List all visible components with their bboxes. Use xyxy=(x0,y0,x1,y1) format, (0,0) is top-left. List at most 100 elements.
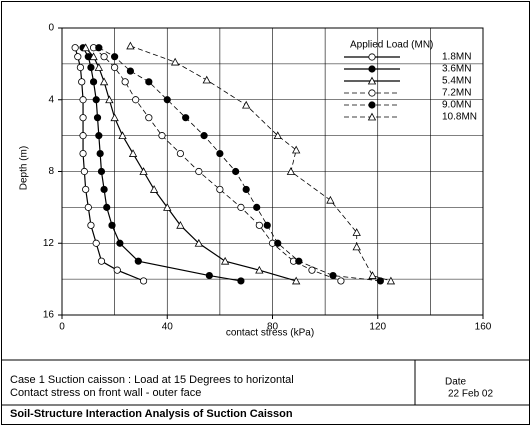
series-line xyxy=(74,47,144,282)
marker xyxy=(116,239,124,247)
marker xyxy=(292,276,301,285)
marker xyxy=(237,203,245,211)
marker xyxy=(368,101,376,109)
marker xyxy=(326,195,335,204)
marker xyxy=(139,277,148,285)
marker xyxy=(253,203,261,211)
marker xyxy=(232,167,240,176)
x-tick-label: 40 xyxy=(162,322,174,333)
caption-line: Contact stress on front wall - outer fac… xyxy=(10,387,201,399)
marker xyxy=(96,149,104,158)
marker xyxy=(97,257,106,265)
marker xyxy=(368,65,376,73)
legend-label: 9.0MN xyxy=(442,100,471,111)
marker xyxy=(92,96,100,104)
x-tick-label: 160 xyxy=(475,322,492,333)
marker xyxy=(242,100,251,109)
marker xyxy=(105,95,114,104)
x-tick-label: 120 xyxy=(369,322,386,333)
marker xyxy=(376,277,384,285)
marker xyxy=(274,239,282,247)
y-tick-label: 8 xyxy=(48,166,54,177)
marker xyxy=(110,113,119,122)
marker xyxy=(182,114,190,122)
marker xyxy=(93,114,102,122)
marker xyxy=(80,167,88,176)
marker xyxy=(368,89,376,97)
marker xyxy=(94,63,104,71)
marker xyxy=(139,167,148,175)
marker xyxy=(170,57,180,66)
marker xyxy=(255,221,263,229)
marker xyxy=(78,78,86,86)
marker xyxy=(95,44,103,52)
marker xyxy=(128,149,138,157)
marker xyxy=(242,185,250,194)
series-line xyxy=(130,45,392,282)
marker xyxy=(81,43,90,52)
legend-label: 7.2MN xyxy=(442,88,471,99)
y-tick-label: 12 xyxy=(43,238,55,249)
marker xyxy=(111,63,119,72)
date-label: Date xyxy=(445,377,467,388)
marker xyxy=(121,78,129,86)
marker xyxy=(237,277,245,285)
marker xyxy=(145,114,153,122)
series-line xyxy=(93,47,342,282)
legend-label: 3.6MN xyxy=(442,64,471,75)
marker xyxy=(111,53,119,61)
marker xyxy=(286,167,296,175)
marker xyxy=(216,185,224,194)
marker xyxy=(195,167,203,176)
marker xyxy=(76,63,85,72)
marker xyxy=(132,96,140,104)
y-tick-label: 4 xyxy=(48,94,54,105)
marker xyxy=(163,96,171,104)
marker xyxy=(99,77,109,86)
marker xyxy=(89,78,98,86)
marker xyxy=(100,53,108,61)
marker xyxy=(216,149,224,158)
marker xyxy=(176,220,185,229)
y-tick-label: 16 xyxy=(43,310,55,321)
legend-label: 5.4MN xyxy=(442,76,471,87)
marker xyxy=(292,145,301,154)
marker xyxy=(202,75,211,84)
marker xyxy=(118,131,127,140)
marker xyxy=(200,132,208,140)
marker xyxy=(92,239,100,247)
marker xyxy=(126,41,135,50)
series-line xyxy=(85,47,297,282)
marker xyxy=(367,112,377,121)
marker xyxy=(329,271,337,280)
y-axis-label: Depth (m) xyxy=(19,146,30,190)
x-axis-label: contact stress (kPa) xyxy=(226,328,314,339)
marker xyxy=(71,44,79,52)
legend-label: 10.8MN xyxy=(442,112,477,123)
marker xyxy=(368,271,377,279)
marker xyxy=(368,53,376,61)
legend-label: 1.8MN xyxy=(442,52,471,63)
marker xyxy=(273,131,282,140)
marker xyxy=(163,203,172,211)
date: 22 Feb 02 xyxy=(448,389,493,400)
marker xyxy=(79,96,87,104)
marker xyxy=(220,256,230,265)
marker xyxy=(97,167,106,176)
marker xyxy=(158,132,166,140)
marker xyxy=(74,53,82,61)
marker xyxy=(113,266,121,274)
marker xyxy=(263,221,271,229)
marker xyxy=(352,228,361,236)
legend-title: Applied Load (MN) xyxy=(350,40,433,51)
marker xyxy=(108,221,116,229)
marker xyxy=(87,63,95,72)
marker xyxy=(308,266,316,274)
marker xyxy=(205,271,213,280)
marker xyxy=(255,265,264,274)
marker xyxy=(367,76,377,85)
marker xyxy=(352,242,361,251)
marker xyxy=(87,221,95,229)
marker xyxy=(145,78,153,86)
